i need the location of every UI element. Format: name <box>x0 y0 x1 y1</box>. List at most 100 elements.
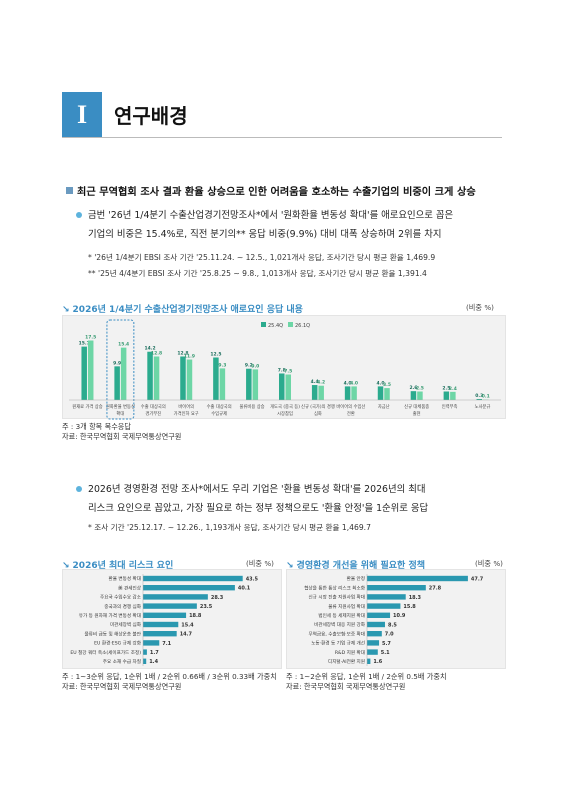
main-bullet: 최근 무역협회 조사 결과 환율 상승으로 인한 어려움을 호소하는 수출기업의… <box>66 183 511 198</box>
data-label: 4.0 <box>377 380 385 386</box>
chart-1-unit: (비중 %) <box>466 303 494 312</box>
bar-series-2 <box>384 388 390 400</box>
section-number: I <box>62 92 102 138</box>
y-tick-label: 환율 변동성 확대 <box>108 575 141 582</box>
y-tick-label: 비관세장벽 대응 지원 강화 <box>314 621 366 628</box>
bar-series-1 <box>443 391 450 400</box>
bar <box>367 575 468 582</box>
bar-series-2 <box>153 356 160 400</box>
x-tick-label: 개도국 (중국 등) <box>270 403 300 410</box>
section-divider <box>62 137 502 138</box>
data-label: 18.8 <box>189 613 202 619</box>
data-label: 28.3 <box>211 595 224 601</box>
data-label: 9.0 <box>251 363 259 369</box>
bar-series-1 <box>279 373 285 400</box>
footnote-1: * '26년 1/4분기 EBSI 조사 기간 '25.11.24. ~ 12.… <box>88 253 436 262</box>
bar <box>143 658 147 664</box>
y-tick-label: 미관세장벽 심화 <box>110 621 142 628</box>
data-label: 2.4 <box>449 386 457 392</box>
data-label: 7.5 <box>284 369 292 375</box>
data-label: 7.0 <box>385 632 394 638</box>
data-label: 18.3 <box>409 595 422 601</box>
bar-series-1 <box>180 356 186 400</box>
arrow-icon: ↘ <box>62 305 70 315</box>
data-label: 10.9 <box>393 613 406 619</box>
data-label: 4.2 <box>317 380 325 386</box>
x-tick-label: 바이어의 수입선 <box>336 403 365 410</box>
legend-label-series-1: 25.4Q <box>268 323 283 329</box>
y-tick-label: 협상을 통한 통상 리스크 최소화 <box>304 584 366 591</box>
bar <box>367 603 401 609</box>
data-label: 7.8 <box>278 367 286 373</box>
data-label: 3.5 <box>383 382 391 388</box>
chart-1-footnote: 주 : 3개 항목 복수응답 <box>62 422 132 431</box>
section-header: I 연구배경 <box>62 92 502 138</box>
data-label: 0.3 <box>475 393 483 399</box>
data-label: 4.0 <box>344 380 352 386</box>
x-tick-label: 바이어의 <box>178 403 194 410</box>
circle-bullet-icon <box>76 486 82 492</box>
chart-3-area: 환율 안정 47.7 협상을 통한 통상 리스크 최소화 27.8 신규 시장 진출 지… <box>286 569 506 669</box>
bar-series-1 <box>410 391 417 400</box>
chart-1-area: 25.4Q 26.1Q 15.7 17.5 원재료 가격 상승 9.9 15.4 원화환율 변… <box>62 315 506 420</box>
highlight-box <box>106 319 135 420</box>
data-label: 11.9 <box>184 354 195 360</box>
y-tick-label: EU 환경·ESG 규제 강화 <box>94 640 142 647</box>
chart-1-heading: ↘ 2026년 1/4분기 수출산업경기전망조사 애로요인 응답 내용 <box>62 302 303 315</box>
circle-bullet-icon <box>76 212 82 218</box>
data-label: 7.1 <box>162 641 171 647</box>
x-tick-label: 가격인하 요구 <box>174 410 199 417</box>
bar-series-1 <box>476 398 483 400</box>
bar <box>367 640 380 646</box>
y-tick-label: R&D 지원 확대 <box>335 649 365 656</box>
bar <box>367 649 378 655</box>
data-label: 15.4 <box>181 622 194 628</box>
y-tick-label: 유가 등 원자재 가격 변동성 확대 <box>79 612 141 619</box>
x-tick-label: 심화 <box>314 410 322 417</box>
bar-series-1 <box>344 386 351 400</box>
x-tick-label: 신규 (국가)의 경쟁 <box>301 403 335 410</box>
data-label: 14.7 <box>180 632 193 638</box>
x-tick-label: 신규 대체품종 <box>404 403 429 410</box>
data-label: 43.5 <box>246 576 259 582</box>
data-label: 2.6 <box>409 385 417 391</box>
data-label: 15.4 <box>118 342 129 348</box>
paragraph-2-line-2: 리스크 요인으로 꼽았고, 가장 필요로 하는 정부 정책으로도 '환율 안정'… <box>88 503 429 514</box>
bar-series-1 <box>213 357 219 400</box>
bar-series-2 <box>318 385 324 400</box>
data-label: 9.9 <box>113 360 121 366</box>
data-label: 5.1 <box>381 650 390 656</box>
chart-3-source: 자료: 한국무역협회 국제무역통상연구원 <box>286 682 406 691</box>
x-tick-label: 물류비용 상승 <box>240 403 265 410</box>
x-tick-label: 원재료 가격 상승 <box>72 403 102 410</box>
bar-series-2 <box>87 340 94 400</box>
data-label: 1.6 <box>373 659 382 665</box>
chart-3-heading: ↘ 경영환경 개선을 위해 필요한 정책 <box>286 558 425 571</box>
y-tick-label: 美 관세인상 <box>118 584 142 591</box>
data-label: 4.4 <box>311 379 319 385</box>
footnote-2: ** '25년 4/4분기 EBSI 조사 기간 '25.8.25 ~ 9.8.… <box>88 269 427 278</box>
data-label: 9.2 <box>245 363 253 369</box>
bar <box>143 603 197 609</box>
data-label: 12.8 <box>151 350 162 356</box>
bar-series-2 <box>219 368 226 400</box>
x-tick-label: 경기부진 <box>145 410 161 417</box>
bar-series-2 <box>351 386 357 400</box>
bar <box>143 585 235 591</box>
section-title: 연구배경 <box>114 104 188 128</box>
paragraph-1-line-1: 금번 '26년 1/4분기 수출산업경기전망조사*에서 '원화환율 변동성 확대… <box>88 210 454 221</box>
data-label: 14.2 <box>145 346 156 352</box>
y-tick-label: 법인세 등 세제지원 확대 <box>318 612 365 619</box>
square-bullet-icon <box>66 187 73 194</box>
data-label: 9.3 <box>218 362 226 368</box>
y-tick-label: 주요 소재 수급 차질 <box>103 658 141 665</box>
bar <box>143 640 160 646</box>
bar <box>143 649 147 655</box>
y-tick-label: 디지털·AI전환 지원 <box>328 658 365 665</box>
x-tick-label: 수출 대상국의 <box>141 403 166 410</box>
y-tick-label: 물류비 급등 및 해상운송 불안 <box>84 630 141 637</box>
paragraph-1-line-2: 기업의 비중은 15.4%로, 직전 분기의** 응답 비중(9.9%) 대비 … <box>88 229 442 240</box>
arrow-icon: ↘ <box>286 561 294 571</box>
legend-label-series-2: 26.1Q <box>295 323 310 329</box>
bar <box>143 631 177 637</box>
